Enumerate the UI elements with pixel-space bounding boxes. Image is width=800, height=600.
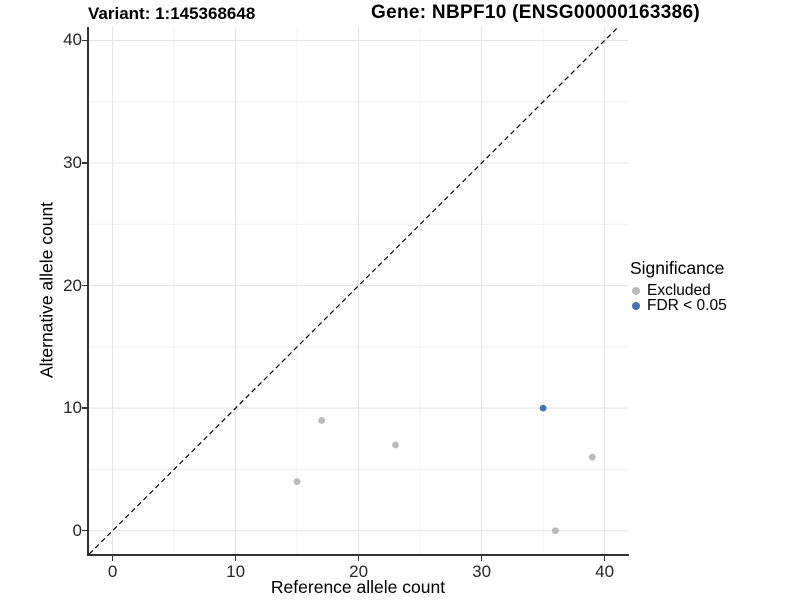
y-tick-label: 10 — [63, 398, 82, 418]
x-axis-title: Reference allele count — [270, 577, 446, 597]
legend-title: Significance — [630, 258, 725, 278]
legend-item-label: Excluded — [647, 282, 711, 299]
x-tick-label: 40 — [595, 562, 615, 581]
x-tick-label: 20 — [349, 562, 369, 581]
y-tick-mark — [82, 407, 87, 409]
data-point-excluded — [392, 441, 399, 449]
x-tick-label: 10 — [226, 562, 246, 581]
plot-panel-svg — [88, 27, 628, 554]
legend: Significance Excluded FDR < 0.05 — [630, 257, 727, 313]
legend-key-dot — [632, 301, 640, 310]
y-tick-label: 30 — [63, 153, 82, 173]
legend-item: FDR < 0.05 — [630, 298, 727, 313]
x-tick-label: 0 — [107, 562, 118, 581]
y-axis-line — [87, 27, 89, 556]
data-point-excluded — [588, 453, 596, 461]
y-tick-label: 40 — [63, 30, 82, 50]
identity-line — [88, 27, 619, 554]
y-tick-mark — [82, 162, 87, 164]
data-point-excluded — [318, 417, 326, 424]
x-tick-label: 30 — [472, 562, 492, 581]
legend-key-dot — [632, 286, 640, 295]
y-tick-mark — [82, 529, 87, 532]
x-tick-mark — [480, 556, 483, 561]
legend-items: Excluded FDR < 0.05 — [630, 283, 727, 313]
x-tick-mark — [357, 556, 360, 561]
data-point-excluded — [293, 478, 301, 486]
legend-item-label: FDR < 0.05 — [647, 297, 727, 314]
x-tick-mark — [234, 556, 237, 561]
x-tick-mark — [111, 556, 114, 561]
plot-title-variant: Variant: 1:145368648 — [88, 4, 256, 23]
plot-panel — [88, 27, 628, 554]
y-tick-label: 20 — [63, 275, 82, 295]
legend-item: Excluded — [630, 283, 727, 298]
plot-title-gene: Gene: NBPF10 (ENSG00000163386) — [371, 2, 700, 23]
y-axis-title: Alternative allele count — [36, 201, 57, 379]
y-tick-mark — [82, 39, 87, 42]
data-point-fdr-0-05 — [539, 404, 547, 412]
x-tick-mark — [603, 556, 606, 561]
y-tick-mark — [82, 284, 87, 287]
data-point-excluded — [552, 527, 559, 535]
x-axis-line — [87, 554, 629, 556]
y-tick-label: 0 — [72, 520, 82, 540]
